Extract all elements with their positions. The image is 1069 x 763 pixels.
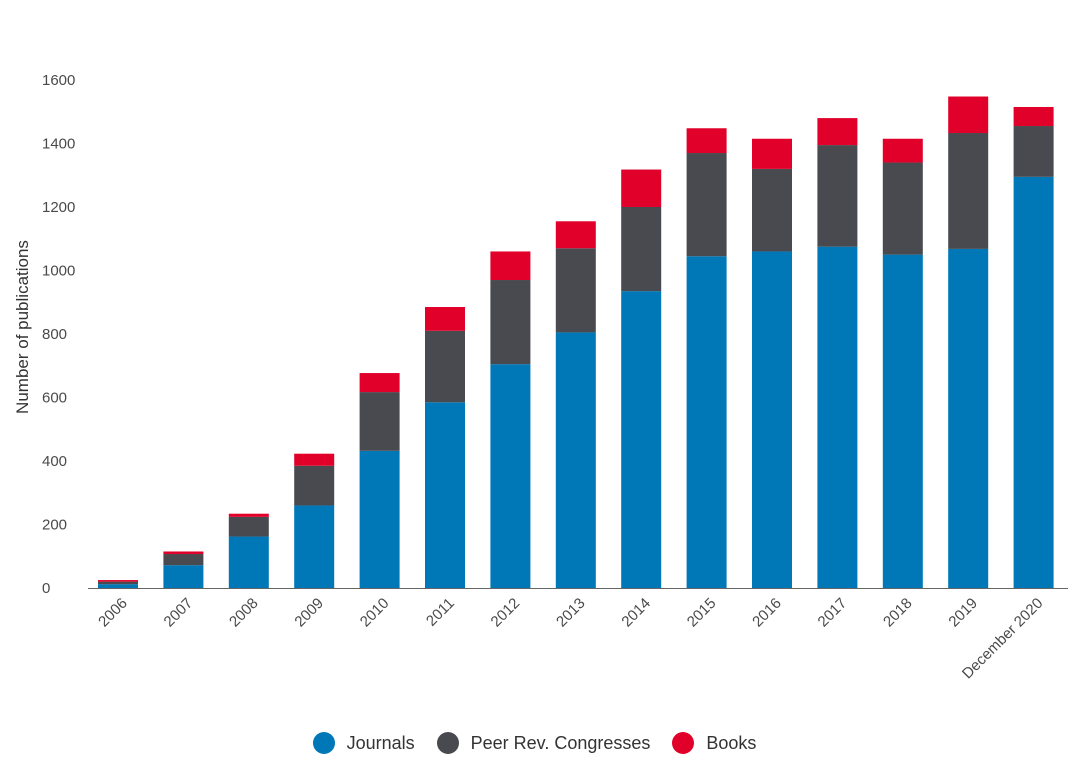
x-tick-label: 2011 xyxy=(423,595,458,630)
bar-journals-2006 xyxy=(98,584,138,588)
bar-peer-rev-congresses-2006 xyxy=(98,581,138,585)
y-tick-label: 1400 xyxy=(42,136,75,153)
bar-journals-2012 xyxy=(490,364,531,588)
bar-peer-rev-congresses-2008 xyxy=(228,516,269,537)
bar-journals-2009 xyxy=(294,505,335,588)
y-tick-label: 400 xyxy=(42,453,67,470)
bar-books-2014 xyxy=(621,169,662,207)
bar-books-2016 xyxy=(752,138,792,169)
bar-peer-rev-congresses-2018 xyxy=(882,162,923,255)
bar-peer-rev-congresses-2016 xyxy=(752,168,792,252)
bar-peer-rev-congresses-2010 xyxy=(359,392,400,451)
bar-peer-rev-congresses-2007 xyxy=(163,554,204,566)
chart-legend: Journals Peer Rev. Congresses Books xyxy=(0,732,1069,754)
bar-books-2011 xyxy=(425,307,465,331)
bar-journals-december-2020 xyxy=(1013,176,1054,588)
bar-journals-2013 xyxy=(555,332,596,588)
legend-swatch xyxy=(312,732,335,754)
bar-journals-2018 xyxy=(882,254,923,588)
bar-peer-rev-congresses-2019 xyxy=(948,133,989,249)
x-tick-label: 2006 xyxy=(95,595,131,631)
y-tick-label: 1600 xyxy=(42,72,75,89)
bar-books-2012 xyxy=(490,251,531,281)
bar-books-2007 xyxy=(163,551,204,555)
bar-books-2008 xyxy=(228,513,269,517)
y-tick-label: 1200 xyxy=(42,199,75,216)
y-tick-label: 1000 xyxy=(42,263,75,280)
bar-books-2017 xyxy=(817,118,858,146)
bar-journals-2015 xyxy=(686,256,727,588)
y-tick-label: 800 xyxy=(42,326,67,343)
bar-peer-rev-congresses-2015 xyxy=(686,153,727,257)
x-tick-label: 2016 xyxy=(749,595,785,631)
bar-journals-2017 xyxy=(817,246,858,588)
bar-books-2006 xyxy=(98,580,138,582)
x-tick-label: 2014 xyxy=(618,595,654,631)
bar-books-december-2020 xyxy=(1013,106,1054,127)
x-tick-label: 2008 xyxy=(226,595,262,631)
bar-books-2010 xyxy=(359,373,400,393)
bar-peer-rev-congresses-2014 xyxy=(621,207,662,292)
bar-journals-2016 xyxy=(752,251,792,588)
bar-journals-2008 xyxy=(228,536,269,588)
bar-books-2009 xyxy=(294,453,335,466)
bar-peer-rev-congresses-2017 xyxy=(817,145,858,247)
x-tick-label: 2009 xyxy=(291,595,327,631)
x-tick-label: 2013 xyxy=(553,595,589,631)
x-tick-label: 2019 xyxy=(945,595,981,631)
bar-books-2019 xyxy=(948,96,989,134)
y-tick-label: 200 xyxy=(42,517,67,534)
y-axis-title: Number of publications xyxy=(13,240,32,414)
legend-item-books[interactable]: Books xyxy=(672,732,756,754)
x-tick-label: 2010 xyxy=(357,595,393,631)
bar-journals-2010 xyxy=(359,450,400,588)
legend-item-peer-rev-congresses[interactable]: Peer Rev. Congresses xyxy=(436,732,651,754)
legend-item-journals[interactable]: Journals xyxy=(312,732,415,754)
bar-books-2018 xyxy=(882,138,923,163)
bar-peer-rev-congresses-2013 xyxy=(555,248,596,333)
y-tick-label: 0 xyxy=(42,580,50,597)
bars-layer xyxy=(98,96,1054,588)
x-tick-label: 2017 xyxy=(815,595,851,631)
x-tick-label: 2015 xyxy=(684,595,720,631)
bar-journals-2007 xyxy=(163,565,204,588)
bar-journals-2011 xyxy=(425,402,465,588)
legend-swatch xyxy=(672,732,695,754)
bar-books-2015 xyxy=(686,128,727,154)
y-axis-ticks: 0 200 400 600 800 1000 1200 1400 1600 xyxy=(42,72,75,597)
legend-label: Books xyxy=(706,732,757,753)
x-axis-ticks: 2006 2007 2008 2009 2010 2011 2012 2013 2014 2015… xyxy=(95,595,1046,682)
bar-peer-rev-congresses-2009 xyxy=(294,465,335,506)
x-tick-label: 2012 xyxy=(488,595,524,631)
x-tick-label: 2007 xyxy=(161,595,197,631)
x-tick-label: 2018 xyxy=(880,595,916,631)
bar-peer-rev-congresses-2012 xyxy=(490,280,531,365)
legend-label: Journals xyxy=(346,732,415,753)
bar-peer-rev-congresses-december-2020 xyxy=(1013,126,1054,177)
legend-swatch xyxy=(436,732,459,754)
legend-label: Peer Rev. Congresses xyxy=(470,732,651,753)
bar-books-2013 xyxy=(555,221,596,249)
bar-journals-2014 xyxy=(621,291,662,588)
bar-peer-rev-congresses-2011 xyxy=(425,330,465,403)
bar-journals-2019 xyxy=(948,248,989,588)
y-tick-label: 600 xyxy=(42,390,67,407)
